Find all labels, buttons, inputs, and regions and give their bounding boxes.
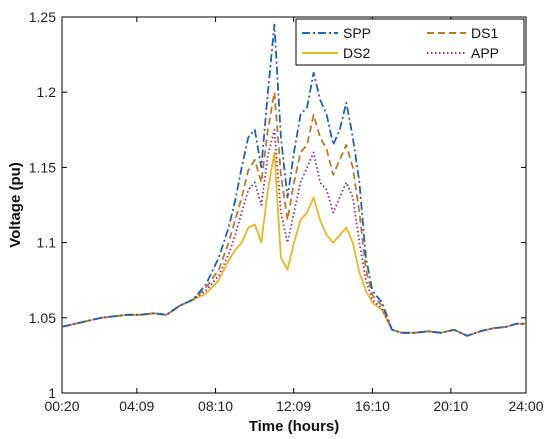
x-axis-title: Time (hours) xyxy=(249,418,340,435)
legend: SPP DS1 DS2 APP xyxy=(295,18,525,66)
series-line-app xyxy=(61,128,526,337)
x-tick-label: 20:10 xyxy=(433,398,468,414)
series-line-ds1 xyxy=(61,91,526,337)
y-tick-label: 1.25 xyxy=(29,9,56,25)
legend-label-spp: SPP xyxy=(343,25,371,41)
x-tick-label: 08:10 xyxy=(198,398,233,414)
x-tick-label: 04:09 xyxy=(119,398,154,414)
legend-label-app: APP xyxy=(471,45,499,61)
legend-label-ds2: DS2 xyxy=(343,45,370,61)
series-line-spp xyxy=(61,23,526,337)
legend-box xyxy=(295,18,525,66)
y-tick-label: 1.15 xyxy=(29,159,56,175)
series-layer xyxy=(61,23,526,337)
plot-area xyxy=(61,16,527,394)
x-tick-label: 24:00 xyxy=(508,398,543,414)
y-tick-label: 1 xyxy=(48,385,56,401)
ticks-layer: 1 1.05 1.1 1.15 1.2 1.25 00:20 04:09 08:10 12:09 1… xyxy=(29,9,544,414)
y-axis-title: Voltage (pu) xyxy=(7,162,24,248)
y-tick-label: 1.2 xyxy=(37,84,57,100)
x-tick-label: 16:10 xyxy=(355,398,390,414)
x-tick-label: 12:09 xyxy=(276,398,311,414)
y-tick-label: 1.05 xyxy=(29,310,56,326)
x-tick-label: 00:20 xyxy=(44,398,79,414)
legend-label-ds1: DS1 xyxy=(471,25,498,41)
y-tick-label: 1.1 xyxy=(37,235,57,251)
